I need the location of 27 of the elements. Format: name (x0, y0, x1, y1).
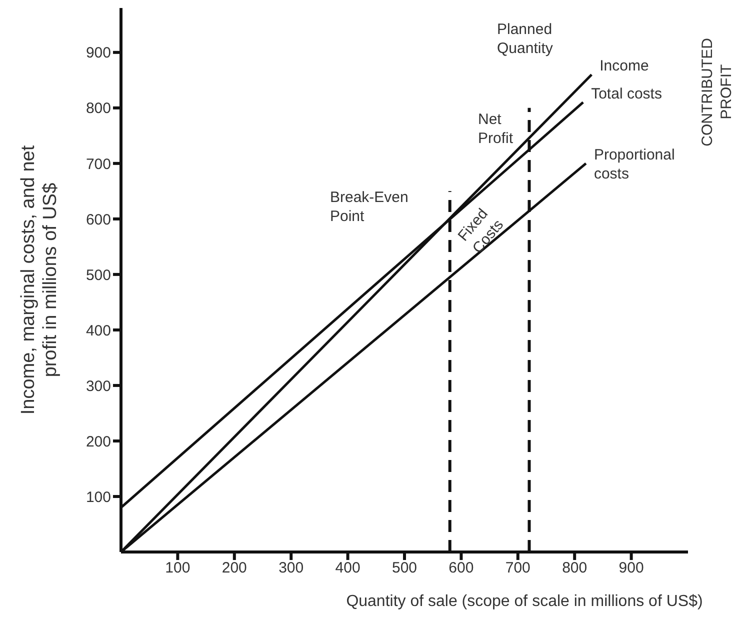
x-axis-title: Quantity of sale (scope of scale in millions of US$) (346, 593, 703, 610)
x-tick-label: 800 (562, 560, 588, 577)
y-tick-label: 900 (86, 44, 111, 62)
x-tick-label: 100 (165, 560, 190, 577)
x-tick-label: 400 (335, 560, 360, 577)
y-tick-label: 200 (86, 433, 111, 450)
series-label: Proportional costs (594, 146, 675, 182)
annotation: Net Profit (478, 110, 514, 148)
x-tick-label: 200 (222, 560, 247, 577)
y-tick-label: 600 (86, 211, 111, 228)
y-tick-label: 700 (86, 156, 111, 173)
x-tick-label: 700 (505, 560, 530, 577)
annotation: Break-Even Point (330, 188, 408, 226)
annotation: Planned Quantity (497, 20, 553, 58)
y-tick-label: 500 (86, 266, 111, 284)
y-tick-label: 100 (86, 488, 111, 506)
x-tick-label: 500 (392, 560, 418, 577)
series-label: Income (600, 58, 649, 75)
y-axis-title: Income, marginal costs, and net profit in millions of US$ (18, 144, 61, 415)
x-tick-label: 600 (448, 560, 474, 577)
y-tick-label: 400 (86, 322, 111, 340)
y-tick-label: 800 (86, 100, 111, 118)
y-tick-label: 300 (86, 378, 111, 395)
series-label: Total costs (591, 85, 662, 102)
text: CONTRIBUTED PROFIT (698, 38, 736, 146)
x-tick-label: 300 (278, 560, 304, 577)
x-tick-label: 900 (618, 560, 644, 577)
